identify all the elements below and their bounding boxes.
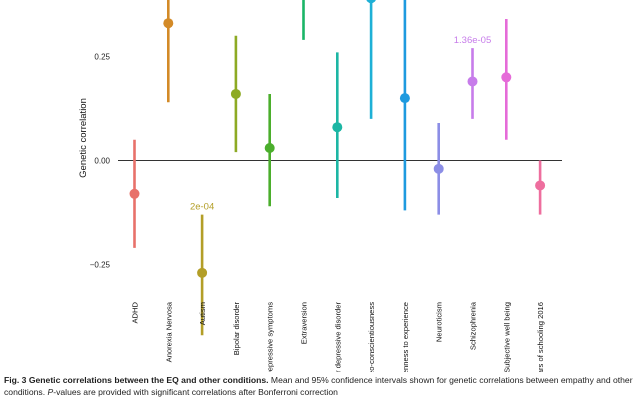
caption-text-end: -values are provided with significant co…	[53, 387, 338, 397]
mean-point	[366, 0, 376, 4]
point-group	[332, 52, 343, 198]
category-labels: ADHD Anorexia Nervosa Autism Bipolar disord…	[131, 301, 546, 372]
mean-point	[535, 180, 546, 191]
category-label: Subjective well being	[502, 302, 511, 372]
mean-point	[264, 143, 275, 154]
point-group: 5.76e-08	[302, 0, 305, 40]
mean-point	[433, 163, 444, 174]
data-points: 6e-04 2e-04 5.76e-08 1.36e-05	[129, 0, 546, 336]
category-label: Schizophrenia	[469, 301, 478, 350]
point-group	[535, 160, 546, 215]
category-label: Neuroticism	[435, 302, 444, 342]
point-group: 1.36e-05	[454, 35, 492, 119]
genetic-correlation-chart: 0.500.250.00−0.25 Genetic correlation 6e…	[78, 0, 562, 372]
p-value-label: 2e-04	[190, 202, 214, 213]
y-axis-label: Genetic correlation	[78, 98, 89, 178]
mean-point	[399, 93, 410, 104]
point-group	[366, 0, 376, 119]
category-label: Years of schooling 2016	[536, 302, 545, 372]
point-group	[501, 19, 512, 140]
y-axis: 0.500.250.00−0.25	[90, 53, 111, 270]
mean-point	[332, 122, 343, 133]
mean-point	[129, 188, 140, 199]
figure-caption: Fig. 3 Genetic correlations between the …	[4, 374, 638, 398]
y-tick-label: −0.25	[90, 261, 111, 270]
mean-point	[197, 267, 208, 278]
mean-point	[163, 18, 174, 29]
mean-point	[230, 88, 241, 99]
category-label: Depressive symptoms	[266, 302, 275, 372]
point-group	[399, 0, 410, 211]
p-value-label: 1.36e-05	[454, 35, 492, 46]
y-tick-label: 0.00	[94, 157, 110, 166]
y-tick-label: 0.25	[94, 53, 110, 62]
mean-point	[501, 72, 512, 83]
category-label: Bipolar disorder	[232, 302, 241, 356]
category-label: Neo-conscientiousness	[367, 302, 376, 372]
point-group	[129, 139, 140, 248]
point-group	[264, 93, 275, 207]
caption-text: Mean and 95% confidence intervals shown …	[4, 375, 633, 397]
category-label: Major depressive disorder	[333, 302, 342, 372]
category-label: Autism	[198, 302, 207, 325]
point-group: 6e-04	[163, 0, 174, 103]
category-label: ADHD	[131, 301, 140, 323]
caption-title: Fig. 3 Genetic correlations between the …	[4, 375, 269, 385]
category-label: Extraversion	[300, 302, 309, 344]
point-group	[230, 35, 241, 153]
mean-point	[467, 76, 478, 87]
category-label: Neo-openness to experience	[401, 302, 410, 372]
caption-italic: P	[47, 387, 54, 397]
point-group	[433, 123, 444, 215]
category-label: Anorexia Nervosa	[164, 301, 173, 362]
point-group: 2e-04	[190, 202, 214, 336]
